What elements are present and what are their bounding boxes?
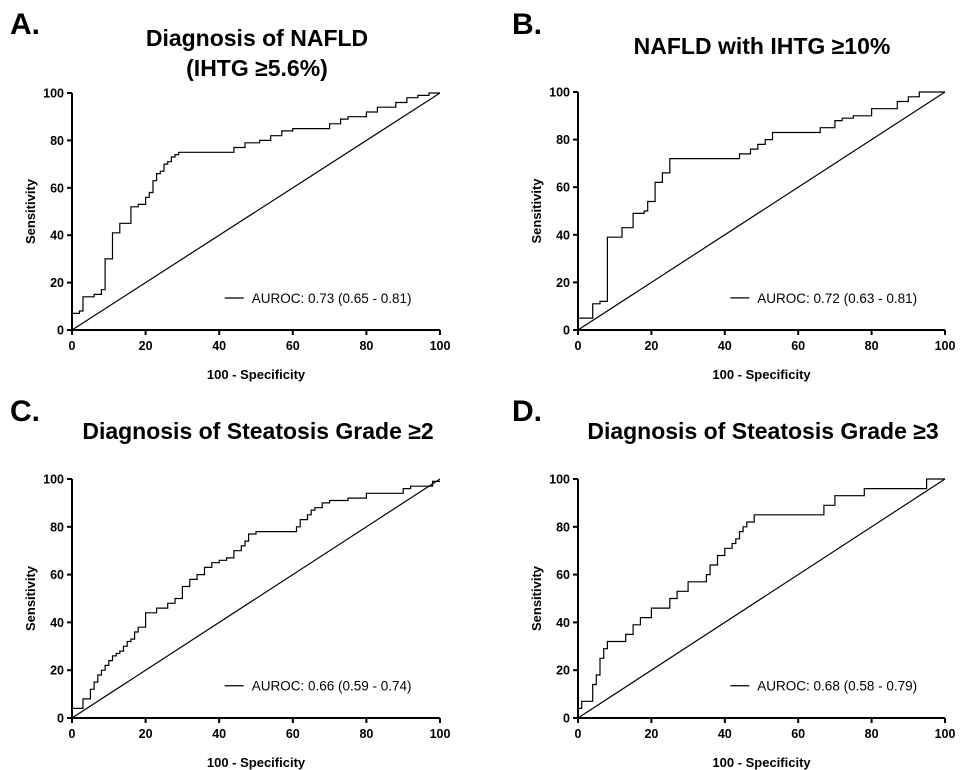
y-tick-label: 40	[556, 616, 570, 630]
x-tick-label: 60	[286, 727, 300, 741]
panel-b: B. NAFLD with IHTG ≥10% 0 20 40 60 80 100 0 20 4…	[480, 0, 960, 385]
x-tick-label: 80	[359, 339, 373, 353]
y-tick-label: 80	[556, 520, 570, 534]
reference-diagonal-line	[71, 92, 441, 331]
x-tick-label: 40	[212, 339, 226, 353]
y-tick-label: 100	[43, 87, 64, 101]
chart-svg: A. Diagnosis of NAFLD (IHTG ≥5.6%) 0 20 40…	[10, 8, 450, 383]
y-tick-label: 0	[563, 712, 570, 726]
chart-title: Diagnosis of NAFLD	[146, 25, 368, 51]
chart-title: Diagnosis of Steatosis Grade ≥3	[587, 418, 938, 444]
x-tick-label: 60	[791, 727, 805, 741]
x-tick-label: 60	[286, 339, 300, 353]
y-tick-label: 60	[50, 181, 64, 195]
chart-title: Diagnosis of Steatosis Grade ≥2	[82, 418, 433, 444]
y-tick-label: 40	[556, 228, 570, 242]
panel-c: C. Diagnosis of Steatosis Grade ≥2 0 20 40…	[0, 385, 480, 770]
x-axis-label: 100 - Specificity	[207, 367, 306, 382]
y-tick-label: 20	[50, 276, 64, 290]
y-tick-label: 0	[563, 324, 570, 338]
x-tick-label: 20	[139, 339, 153, 353]
y-tick-label: 80	[50, 134, 64, 148]
chart-title: NAFLD with IHTG ≥10%	[634, 33, 891, 59]
y-tick-label: 60	[556, 181, 570, 195]
reference-diagonal-line	[71, 478, 441, 719]
y-tick-label: 20	[556, 664, 570, 678]
panel-letter: D.	[512, 395, 542, 428]
roc-curve-line	[72, 480, 440, 709]
x-axis-label: 100 - Specificity	[712, 367, 811, 382]
y-tick-label: 60	[50, 568, 64, 582]
plot-area: 0 20 40 60 80 100 0 20 40 60 80 100 100 - Specificit…	[23, 87, 450, 383]
x-tick-label: 40	[718, 727, 732, 741]
x-tick-label: 100	[935, 339, 956, 353]
x-axis-label: 100 - Specificity	[712, 755, 811, 770]
roc-curve-line	[577, 478, 945, 718]
roc-curve-line	[72, 92, 440, 314]
chart-svg: D. Diagnosis of Steatosis Grade ≥3 0 20 40…	[512, 395, 955, 770]
roc-curve-line	[578, 91, 945, 319]
legend-label: AUROC: 0.72 (0.63 - 0.81)	[757, 291, 917, 306]
chart-svg: B. NAFLD with IHTG ≥10% 0 20 40 60 80 100 0 20 4…	[512, 8, 955, 383]
x-tick-label: 80	[359, 727, 373, 741]
panel-a: A. Diagnosis of NAFLD (IHTG ≥5.6%) 0 20 40…	[0, 0, 480, 385]
x-tick-label: 80	[865, 727, 879, 741]
x-tick-label: 20	[139, 727, 153, 741]
x-tick-label: 40	[212, 727, 226, 741]
x-tick-label: 80	[865, 339, 879, 353]
x-tick-label: 100	[430, 339, 451, 353]
panel-d: D. Diagnosis of Steatosis Grade ≥3 0 20 40…	[480, 385, 960, 770]
x-tick-label: 100	[935, 727, 956, 741]
y-tick-label: 40	[50, 229, 64, 243]
x-tick-label: 0	[69, 339, 76, 353]
legend-label: AUROC: 0.68 (0.58 - 0.79)	[757, 679, 917, 694]
y-tick-label: 40	[50, 616, 64, 630]
y-axis-label: Sensitivity	[529, 178, 544, 244]
y-tick-label: 100	[549, 86, 570, 100]
x-tick-label: 0	[575, 339, 582, 353]
y-tick-label: 80	[50, 520, 64, 534]
chart-subtitle: (IHTG ≥5.6%)	[186, 55, 328, 81]
plot-area: 0 20 40 60 80 100 0 20 40 60 80 100 100 - Specificit…	[529, 86, 955, 383]
x-tick-label: 100	[430, 727, 451, 741]
y-tick-label: 80	[556, 133, 570, 147]
y-tick-label: 20	[50, 664, 64, 678]
panel-letter: B.	[512, 8, 542, 41]
x-axis-label: 100 - Specificity	[207, 755, 306, 770]
x-tick-label: 0	[575, 727, 582, 741]
legend-label: AUROC: 0.66 (0.59 - 0.74)	[252, 679, 412, 694]
panel-letter: C.	[10, 395, 40, 428]
y-tick-label: 100	[549, 473, 570, 487]
y-tick-label: 0	[57, 324, 64, 338]
plot-area: 0 20 40 60 80 100 0 20 40 60 80 100 100 - Specificit…	[529, 473, 955, 770]
panel-letter: A.	[10, 8, 40, 41]
legend-label: AUROC: 0.73 (0.65 - 0.81)	[252, 291, 412, 306]
x-tick-label: 60	[791, 339, 805, 353]
y-tick-label: 100	[43, 473, 64, 487]
chart-svg: C. Diagnosis of Steatosis Grade ≥2 0 20 40…	[10, 395, 450, 770]
x-tick-label: 20	[644, 339, 658, 353]
x-tick-label: 40	[718, 339, 732, 353]
reference-diagonal-line	[577, 478, 946, 719]
y-tick-label: 0	[57, 712, 64, 726]
y-tick-label: 20	[556, 276, 570, 290]
y-axis-label: Sensitivity	[529, 565, 544, 631]
x-tick-label: 0	[69, 727, 76, 741]
plot-area: 0 20 40 60 80 100 0 20 40 60 80 100 100 - Specificit…	[23, 473, 450, 770]
x-tick-label: 20	[644, 727, 658, 741]
reference-diagonal-line	[577, 91, 946, 331]
y-tick-label: 60	[556, 568, 570, 582]
y-axis-label: Sensitivity	[23, 565, 38, 631]
y-axis-label: Sensitivity	[23, 178, 38, 244]
